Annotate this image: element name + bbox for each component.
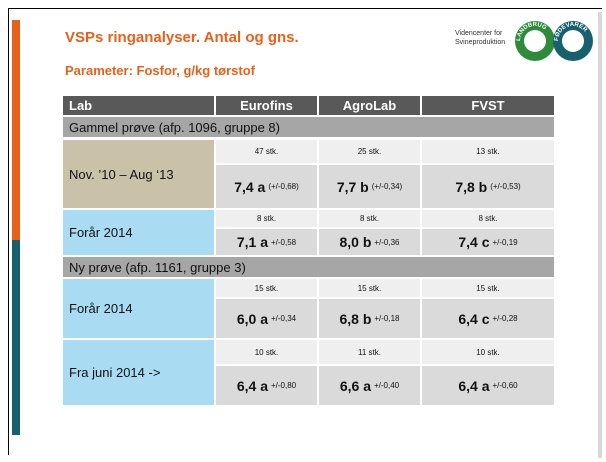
column-header: Lab (62, 95, 215, 116)
value: 7,4 a (234, 178, 266, 195)
value: 6,4 a (458, 377, 490, 394)
value-cell: 6,8 b +/-0,18 (318, 298, 421, 339)
value: 7,8 b (455, 178, 488, 195)
error: +/-0,18 (374, 314, 400, 323)
error: +/-0,80 (271, 381, 297, 390)
column-header: AgroLab (318, 95, 421, 116)
count-cell: 47 stk. (215, 139, 318, 164)
column-header: FVST (421, 95, 555, 116)
value: 6,4 c (458, 310, 490, 327)
row-label: Nov. ’10 – Aug ‘13 (62, 139, 215, 209)
count-cell: 8 stk. (421, 209, 555, 228)
count-cell: 11 stk. (318, 339, 421, 365)
error: +/-0,34 (271, 314, 297, 323)
logo-text: Videncenter for (455, 30, 503, 37)
value-cell: 6,4 a +/-0,80 (215, 365, 318, 406)
value: 7,4 c (458, 234, 490, 250)
value: 8,0 b (339, 234, 372, 250)
value-cell: 7,1 a +/-0,58 (215, 228, 318, 256)
accent-bar (12, 240, 20, 435)
error: +/-0,60 (492, 381, 518, 390)
section-header: Ny prøve (afp. 1161, gruppe 3) (62, 256, 555, 278)
title: VSPs ringanalyser. Antal og gns. (65, 29, 299, 46)
value-cell: 8,0 b +/-0,36 (318, 228, 421, 256)
error: +/-0,40 (374, 381, 400, 390)
value-cell: 7,4 c +/-0,19 (421, 228, 555, 256)
count-cell: 10 stk. (421, 339, 555, 365)
row-label: Fra juni 2014 -> (62, 339, 215, 406)
error: (+/-0,68) (268, 182, 299, 191)
count-cell: 15 stk. (318, 278, 421, 298)
section-header: Gammel prøve (afp. 1096, gruppe 8) (62, 116, 555, 138)
subtitle: Parameter: Fosfor, g/kg tørstof (65, 63, 255, 78)
column-header: Eurofins (215, 95, 318, 116)
value-cell: 6,6 a +/-0,40 (318, 365, 421, 406)
row-label: Forår 2014 (62, 209, 215, 256)
count-cell: 15 stk. (215, 278, 318, 298)
logo-text: Svineproduktion (455, 39, 506, 46)
count-cell: 13 stk. (421, 139, 555, 164)
value-cell: 6,4 a +/-0,60 (421, 365, 555, 406)
count-cell: 25 stk. (318, 139, 421, 164)
value: 7,1 a (236, 234, 268, 250)
count-cell: 15 stk. (421, 278, 555, 298)
error: +/-0,58 (271, 237, 297, 247)
logo: LANDBRUG FØDEVARER (515, 21, 593, 61)
frame (8, 8, 9, 455)
logo-ring (562, 30, 584, 52)
value-cell: 6,0 a +/-0,34 (215, 298, 318, 339)
shadow (598, 12, 602, 458)
logo-ring (524, 30, 546, 52)
count-cell: 8 stk. (215, 209, 318, 228)
value-cell: 7,8 b (+/-0,53) (421, 164, 555, 209)
value-cell: 7,4 a (+/-0,68) (215, 164, 318, 209)
value: 6,0 a (236, 310, 268, 327)
accent-bar (12, 20, 20, 240)
value-cell: 6,4 c +/-0,28 (421, 298, 555, 339)
error: +/-0,19 (492, 237, 518, 247)
error: (+/-0,34) (371, 182, 403, 191)
error: (+/-0,53) (490, 182, 521, 191)
frame (8, 8, 602, 9)
error: +/-0,28 (492, 314, 518, 323)
value: 7,7 b (336, 178, 369, 195)
row-label: Forår 2014 (62, 278, 215, 339)
count-cell: 8 stk. (318, 209, 421, 228)
error: +/-0,36 (374, 237, 400, 247)
value-cell: 7,7 b (+/-0,34) (318, 164, 421, 209)
value: 6,6 a (339, 377, 371, 394)
value: 6,8 b (339, 310, 372, 327)
value: 6,4 a (236, 377, 268, 394)
count-cell: 10 stk. (215, 339, 318, 365)
